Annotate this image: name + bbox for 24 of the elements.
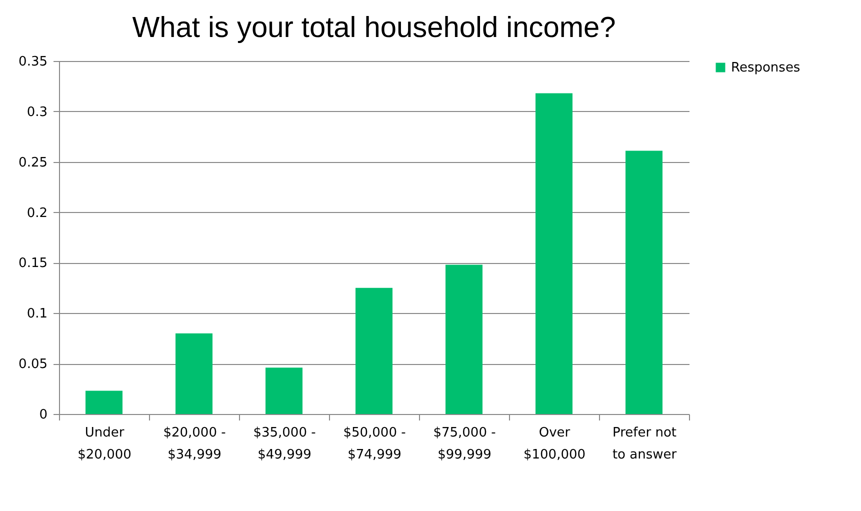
y-tick-label: 0.35 bbox=[18, 54, 48, 70]
y-tick-label: 0.1 bbox=[26, 306, 48, 322]
legend-label: Responses bbox=[731, 60, 800, 76]
bar bbox=[356, 288, 392, 414]
x-tick-label: Under $20,000 bbox=[78, 426, 132, 462]
bar bbox=[446, 264, 482, 414]
bar bbox=[176, 333, 212, 414]
x-tick-label: $35,000 - $49,999 bbox=[253, 426, 316, 462]
y-tick-label: 0.15 bbox=[18, 256, 48, 272]
x-tick-label: $50,000 - $74,999 bbox=[343, 426, 406, 462]
y-tick-label: 0.2 bbox=[26, 206, 48, 221]
y-tick-label: 0.05 bbox=[18, 357, 48, 372]
y-tick-label: 0.25 bbox=[18, 155, 48, 170]
y-tick-label: 0.3 bbox=[26, 104, 48, 120]
bar bbox=[626, 150, 662, 414]
y-tick-label: 0 bbox=[39, 408, 48, 422]
x-tick-label: Prefer not to answer bbox=[612, 426, 678, 462]
chart-title: What is your total household income? bbox=[132, 12, 616, 44]
bar bbox=[86, 390, 122, 414]
x-tick-label: $20,000 - $34,999 bbox=[163, 426, 226, 462]
x-tick-label: Over $100,000 bbox=[523, 426, 586, 462]
x-tick-label: $75,000 - $99,999 bbox=[433, 426, 496, 462]
bar bbox=[536, 93, 572, 414]
bar bbox=[266, 368, 302, 414]
